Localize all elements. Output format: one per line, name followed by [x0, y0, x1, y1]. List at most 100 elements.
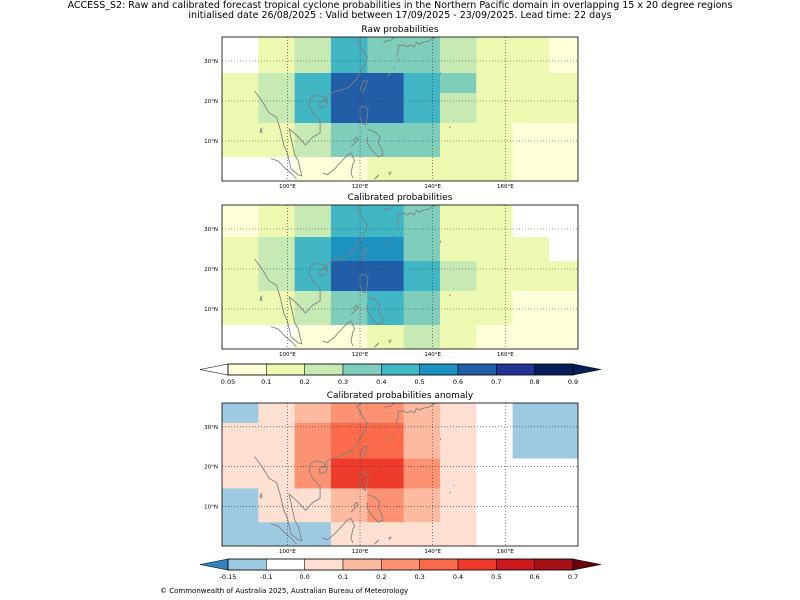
heatmap-cell: [512, 205, 550, 238]
colorbar-tick-label: -0.1: [260, 573, 273, 581]
heatmap-cell: [403, 458, 441, 489]
heatmap-cell: [258, 73, 296, 94]
heatmap-cell: [367, 403, 405, 424]
heatmap-cell: [294, 458, 332, 489]
heatmap-cell: [367, 237, 405, 262]
heatmap-cell: [367, 37, 405, 74]
heatmap-cell: [548, 93, 578, 124]
coastline: [388, 339, 392, 344]
colorbar-tick-label: 0.4: [376, 378, 386, 386]
heatmap-cell: [258, 205, 296, 238]
colorbar-tick-label: 0.1: [261, 378, 271, 386]
heatmap-cell: [439, 237, 477, 262]
coastline: [383, 403, 395, 410]
heatmap-cell: [330, 73, 368, 94]
colorbar-tick-label: -0.15: [220, 573, 237, 581]
heatmap-cell: [222, 325, 259, 349]
coastline: [449, 294, 451, 297]
heatmap-cell: [439, 205, 477, 238]
heatmap-cell: [222, 488, 259, 523]
x-tick-label: 120°E: [352, 549, 369, 555]
coastline: [366, 296, 384, 326]
colorbar-segment: [534, 558, 574, 571]
heatmap-cell: [330, 403, 368, 424]
heatmap-cell: [439, 73, 477, 94]
heatmap-cell: [512, 522, 550, 546]
heatmap-cell: [294, 261, 332, 292]
colorbar-tick-label: 0.5: [414, 378, 424, 386]
coastline: [322, 152, 356, 178]
coastline: [449, 491, 451, 494]
y-tick-label: 20°N: [204, 465, 218, 471]
heatmap-cell: [548, 422, 578, 460]
heatmap-cell: [548, 488, 578, 523]
colorbar-anomaly: -0.15 -0.1 0.0 0.1 0.2 0.3 0.4 0.5 0.6 0.7: [199, 558, 602, 581]
heatmap-cell: [294, 237, 332, 262]
heatmap-cell: [403, 37, 441, 74]
heatmap-cell: [403, 488, 441, 523]
x-tick-label: 100°E: [279, 549, 296, 555]
heatmap-cell: [548, 261, 578, 292]
colorbar-tick-label: 0.8: [529, 378, 539, 386]
heatmap-cell: [548, 73, 578, 94]
heatmap-cell: [512, 93, 550, 124]
heatmap-cell: [439, 488, 477, 523]
heatmap-cell: [367, 123, 405, 158]
colorbar-tick-label: 0.7: [568, 573, 578, 581]
coastline: [393, 66, 396, 69]
x-tick-label: 160°E: [497, 549, 514, 555]
colorbar-under-extension: [199, 363, 229, 376]
heatmap-cell: [512, 73, 550, 94]
colorbar-tick-label: 0.9: [568, 378, 578, 386]
colorbar-tick-label: 0.4: [453, 573, 463, 581]
heatmap-cell: [258, 488, 296, 523]
coastline: [366, 493, 384, 523]
heatmap-cell: [439, 93, 477, 124]
y-tick-label: 30°N: [204, 59, 218, 65]
heatmap-cell: [476, 157, 514, 181]
colorbar-tick-label: 0.05: [221, 378, 235, 386]
heatmap-cell: [367, 488, 405, 523]
coastline: [387, 73, 391, 77]
heatmap-cell: [439, 157, 477, 181]
heatmap-cell: [476, 237, 514, 262]
heatmap-cell: [258, 422, 296, 460]
heatmap-cell: [258, 123, 296, 158]
heatmap-cell: [222, 403, 259, 424]
y-tick-label: 20°N: [204, 99, 218, 105]
coastline: [359, 106, 369, 126]
x-tick-label: 140°E: [424, 549, 441, 555]
heatmap-cell: [476, 325, 514, 349]
heatmap-cell: [548, 157, 578, 181]
heatmap-cell: [222, 93, 259, 124]
heatmap-cell: [403, 325, 441, 349]
colorbar-tick-label: 0.3: [338, 378, 348, 386]
y-tick-label: 10°N: [204, 139, 218, 145]
coastline: [359, 471, 369, 492]
colorbar-tick-label: 0.1: [338, 573, 348, 581]
coastline: [350, 304, 359, 316]
heatmap-cell: [222, 73, 259, 94]
heatmap-cell: [403, 237, 441, 262]
colorbar-probability: 0.05 0.1 0.2 0.3 0.4 0.5 0.6 0.7 0.8 0.9: [199, 363, 602, 386]
coastline: [366, 128, 384, 158]
colorbar-segment: [381, 363, 420, 376]
heatmap-cell: [512, 291, 550, 326]
heatmap-cell: [367, 422, 405, 460]
heatmap-cell: [330, 522, 368, 546]
coastline: [395, 37, 436, 58]
heatmap-cell: [258, 291, 296, 326]
heatmap-cell: [330, 205, 368, 238]
heatmap-cell: [476, 458, 514, 489]
coastline: [397, 424, 400, 426]
y-tick-label: 30°N: [204, 425, 218, 431]
panel-frame: [221, 204, 579, 350]
colorbar-frame: [227, 558, 574, 571]
heatmap-cell: [476, 205, 514, 238]
heatmap-cell: [439, 522, 477, 546]
coastline: [360, 80, 368, 94]
colorbar-segment: [381, 558, 420, 571]
heatmap-cell: [403, 123, 441, 158]
panel-plot-area: [222, 403, 578, 546]
coastline: [449, 126, 451, 129]
